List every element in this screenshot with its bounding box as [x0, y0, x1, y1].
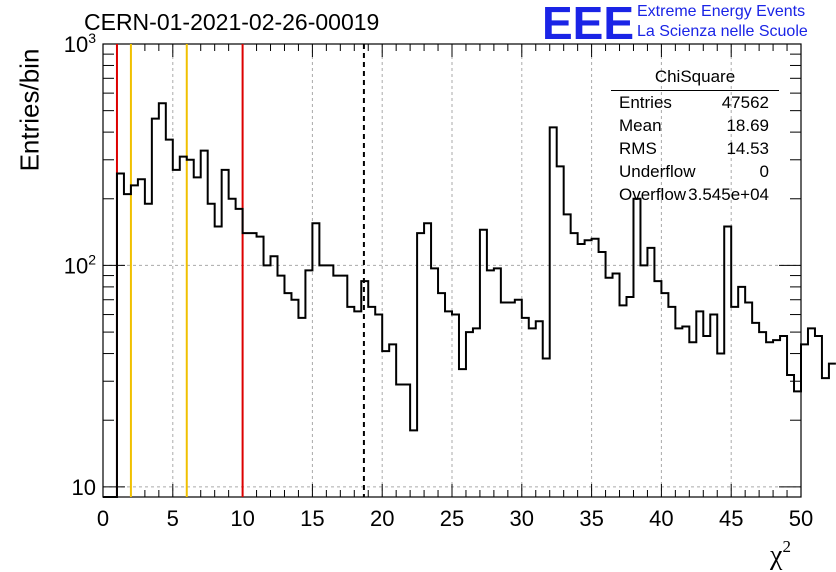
x-tick-label: 30	[510, 506, 534, 531]
x-tick-label: 0	[97, 506, 109, 531]
stats-value: 0	[759, 162, 769, 181]
y-tick-label: 10	[72, 475, 96, 500]
x-tick-label: 40	[649, 506, 673, 531]
stats-label: Mean	[619, 116, 662, 135]
stats-value: 47562	[721, 93, 769, 112]
stats-label: Underflow	[619, 162, 696, 181]
stats-title: ChiSquare	[654, 67, 736, 86]
eee-logo: EEE	[542, 0, 635, 49]
stats-label: Overflow	[619, 185, 687, 204]
x-tick-label: 15	[300, 506, 324, 531]
x-tick-label: 25	[440, 506, 464, 531]
y-axis-label: Entries/bin	[14, 48, 45, 172]
x-tick-label: 35	[579, 506, 603, 531]
stats-label: Entries	[619, 93, 672, 112]
x-tick-label: 10	[230, 506, 254, 531]
logo-line-1: Extreme Energy Events	[637, 3, 806, 20]
stats-value: 3.545e+04	[688, 185, 769, 204]
stats-box: ChiSquare Entries 47562 Mean 18.69 RMS 1…	[611, 67, 779, 209]
x-axis-label: χ2	[769, 537, 791, 571]
stats-value: 14.53	[726, 139, 769, 158]
stats-label: RMS	[619, 139, 657, 158]
stats-divider	[611, 90, 779, 91]
y-tick-label: 103	[64, 30, 96, 57]
x-tick-label: 50	[789, 506, 813, 531]
x-tick-label: 20	[370, 506, 394, 531]
logo-line-2: La Scienza nelle Scuole	[637, 23, 808, 40]
y-tick-label: 102	[64, 251, 96, 278]
x-tick-label: 45	[719, 506, 743, 531]
x-tick-label: 5	[167, 506, 179, 531]
chart-title: CERN-01-2021-02-26-00019	[84, 9, 380, 35]
stats-value: 18.69	[726, 116, 769, 135]
histogram-series	[103, 102, 836, 498]
